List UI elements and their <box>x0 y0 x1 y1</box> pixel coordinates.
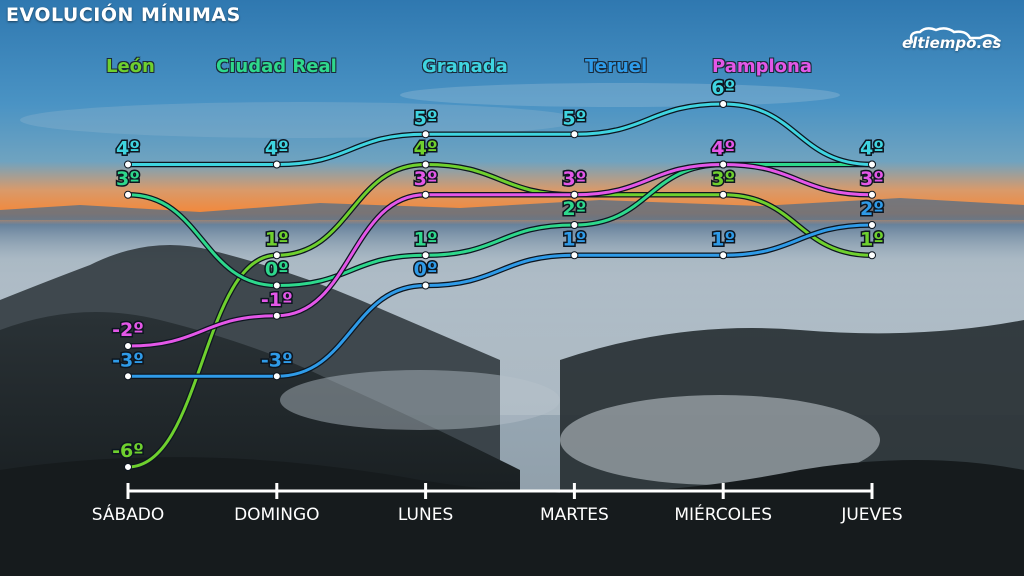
data-point <box>421 190 430 199</box>
x-tick-label: MARTES <box>540 505 609 525</box>
data-label: 4º <box>711 138 735 160</box>
data-label: 4º <box>860 138 884 160</box>
data-label: 2º <box>562 198 586 220</box>
data-point <box>272 160 281 169</box>
brand-logo-text: eltiempo.es <box>902 34 1002 52</box>
data-label: -3º <box>261 349 293 371</box>
data-label: 5º <box>562 107 586 129</box>
data-label: 4º <box>414 138 438 160</box>
series-line <box>126 223 874 378</box>
data-label: 1º <box>860 228 884 250</box>
series-granada: 4º 4º 5º 5º 6º 4º <box>115 76 885 169</box>
data-point <box>719 100 728 108</box>
legend-item: León <box>106 56 155 78</box>
data-label: 1º <box>711 228 735 250</box>
cloud-icon <box>909 27 1000 44</box>
series-pamplona: -2º -1º 3º 3º 4º 3º <box>111 136 885 350</box>
series-león: -6º 1º 4º 3º 3º 1º <box>111 136 885 471</box>
series-line <box>126 102 874 167</box>
data-point <box>272 281 281 290</box>
data-point <box>272 311 281 320</box>
data-point <box>421 160 430 169</box>
data-label: 3º <box>860 168 884 190</box>
data-label: -6º <box>112 440 144 462</box>
data-label: -2º <box>112 319 144 341</box>
data-point <box>421 281 430 290</box>
data-label: 0º <box>414 259 438 281</box>
x-tick-label: DOMINGO <box>234 505 319 525</box>
data-label: 3º <box>711 168 735 190</box>
legend-item: Pamplona <box>712 56 813 78</box>
legend-item: Granada <box>422 56 508 78</box>
data-point <box>868 160 876 169</box>
data-label: 3º <box>562 168 586 190</box>
data-label: -3º <box>112 349 144 371</box>
data-point <box>868 251 876 260</box>
data-point <box>719 160 728 169</box>
data-point <box>570 251 579 260</box>
data-point <box>421 130 430 139</box>
data-point <box>272 372 281 381</box>
data-label: 3º <box>562 168 586 190</box>
data-point <box>124 463 132 471</box>
data-label: 0º <box>265 259 289 281</box>
data-label: 1º <box>562 228 586 250</box>
data-label: 4º <box>265 138 289 160</box>
data-point <box>570 190 579 199</box>
data-point <box>570 130 579 139</box>
series-line <box>126 162 874 348</box>
data-label: 3º <box>414 168 438 190</box>
series-teruel: -3º -3º 0º 1º 1º 2º <box>111 197 885 381</box>
data-label: 4º <box>860 138 884 160</box>
data-point <box>868 190 876 199</box>
series-ciudad-real: 3º 0º 1º 2º 4º 4º <box>115 136 885 290</box>
data-point <box>272 251 281 260</box>
data-point <box>124 372 132 381</box>
x-tick-label: LUNES <box>398 505 453 525</box>
series-line-outline <box>125 161 875 289</box>
series-line-outline <box>125 222 875 380</box>
legend-item: Teruel <box>585 56 648 78</box>
data-label: 1º <box>414 228 438 250</box>
x-tick-label: MIÉRCOLES <box>674 503 772 525</box>
brand-logo: eltiempo.es <box>898 26 1010 60</box>
data-point <box>124 190 132 199</box>
series-line <box>126 162 874 288</box>
data-point <box>124 342 132 350</box>
series-line-outline <box>125 161 875 470</box>
data-label: 3º <box>116 168 140 190</box>
data-label: 4º <box>116 138 140 160</box>
chart-title: EVOLUCIÓN MÍNIMAS <box>6 4 241 26</box>
data-point <box>570 221 579 229</box>
data-label: 6º <box>711 77 735 99</box>
series-line <box>126 162 874 469</box>
data-label: -1º <box>261 289 293 311</box>
data-point <box>124 160 132 169</box>
data-point <box>868 221 876 229</box>
data-point <box>421 251 430 260</box>
data-label: 2º <box>860 198 884 220</box>
x-tick-label: JUEVES <box>840 505 902 525</box>
data-point <box>719 251 728 260</box>
legend-item: Ciudad Real <box>216 56 337 78</box>
data-label: 5º <box>414 107 438 129</box>
data-point <box>719 190 728 199</box>
data-label: 1º <box>265 228 289 250</box>
x-tick-label: SÁBADO <box>92 503 165 525</box>
data-label: 4º <box>711 138 735 160</box>
